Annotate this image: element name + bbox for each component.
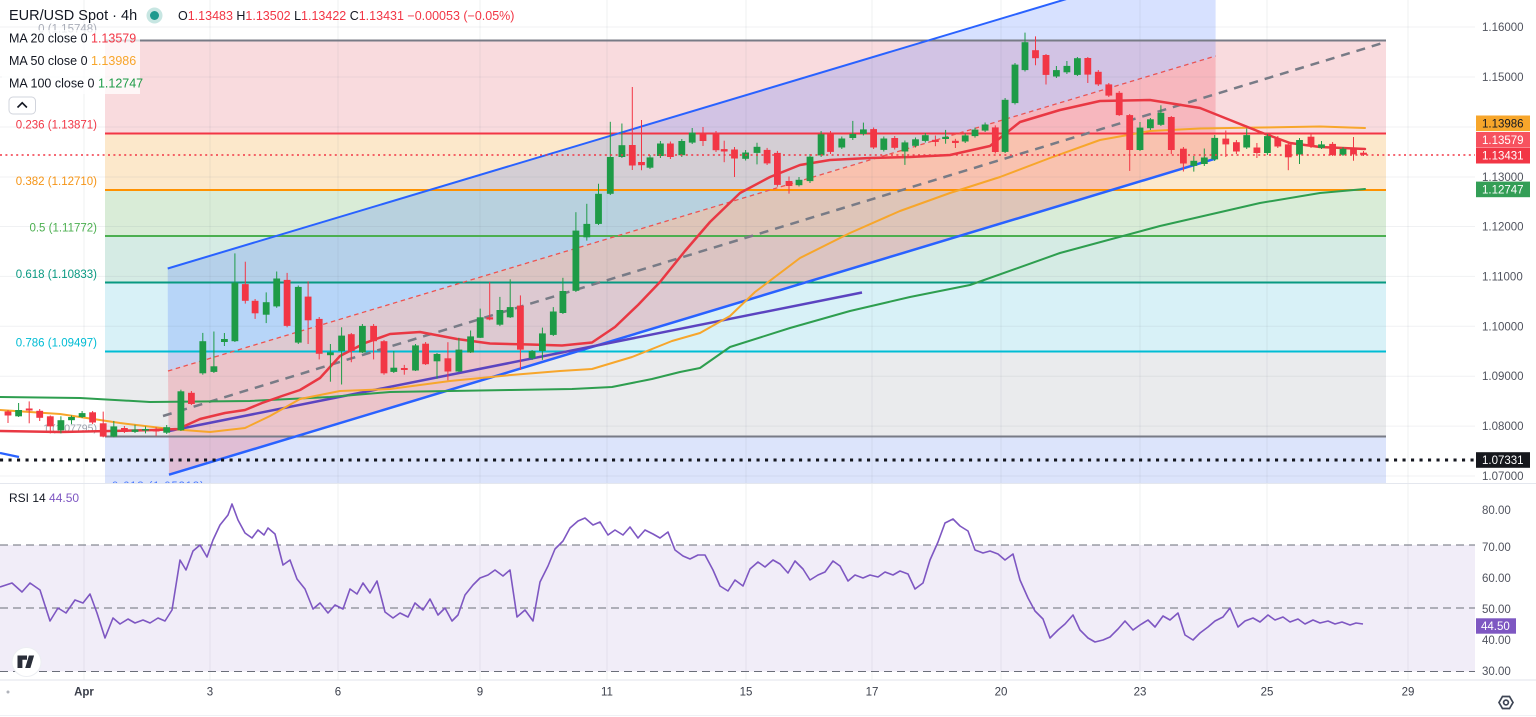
svg-text:1.08000: 1.08000 [1482,421,1524,433]
svg-text:15: 15 [740,687,753,699]
svg-text:9: 9 [477,687,483,699]
svg-text:MA 50 close 0 1.13986: MA 50 close 0 1.13986 [9,54,136,68]
svg-text:40.00: 40.00 [1482,635,1511,647]
svg-text:O1.13483 H1.13502 L1.13422: O1.13483 H1.13502 L1.13422 C1.13431 −0.0… [178,9,514,23]
svg-text:1.13000: 1.13000 [1482,172,1524,184]
svg-text:EUR/USD Spot · 4h: EUR/USD Spot · 4h [9,8,137,24]
svg-text:70.00: 70.00 [1482,542,1511,554]
svg-text:44.50: 44.50 [1481,621,1510,633]
svg-text:1.13986: 1.13986 [1482,118,1524,130]
svg-text:0.5 (1.11772): 0.5 (1.11772) [29,223,97,235]
svg-text:0.618 (1.05218): 0.618 (1.05218) [112,480,205,492]
svg-text:1.07000: 1.07000 [1482,471,1524,483]
svg-text:1.09000: 1.09000 [1482,371,1524,383]
svg-text:MA 20 close 0 1.13579: MA 20 close 0 1.13579 [9,32,136,46]
svg-text:Apr: Apr [74,687,94,699]
svg-text:60.00: 60.00 [1482,573,1511,585]
svg-text:RSI 14 44.50: RSI 14 44.50 [9,491,79,505]
svg-text:0.786 (1.09497): 0.786 (1.09497) [16,338,97,350]
svg-text:1.16000: 1.16000 [1482,22,1524,34]
svg-text:1.15000: 1.15000 [1482,72,1524,84]
svg-text:1.07331: 1.07331 [1482,455,1524,467]
svg-text:0.382 (1.12710): 0.382 (1.12710) [16,176,97,188]
svg-text:0.618 (1.10833): 0.618 (1.10833) [16,269,97,281]
svg-text:1.10000: 1.10000 [1482,321,1524,333]
svg-text:17: 17 [866,687,879,699]
svg-text:23: 23 [1134,687,1147,699]
svg-text:50.00: 50.00 [1482,604,1511,616]
svg-text:3: 3 [207,687,213,699]
svg-text:1.13431: 1.13431 [1482,151,1524,163]
svg-text:1.11000: 1.11000 [1482,271,1523,283]
svg-text:11: 11 [601,687,613,699]
svg-text:6: 6 [335,687,341,699]
svg-text:29: 29 [1402,687,1415,699]
svg-text:80.00: 80.00 [1482,505,1511,517]
svg-text:20: 20 [995,687,1008,699]
svg-text:1.12000: 1.12000 [1482,222,1524,234]
svg-text:25: 25 [1261,687,1274,699]
svg-text:0.236 (1.13871): 0.236 (1.13871) [16,120,97,132]
svg-text:1.12747: 1.12747 [1482,184,1524,196]
svg-text:MA 100 close 0 1.12747: MA 100 close 0 1.12747 [9,77,143,91]
svg-text:1.13579: 1.13579 [1482,135,1524,147]
svg-text:30.00: 30.00 [1482,666,1511,678]
